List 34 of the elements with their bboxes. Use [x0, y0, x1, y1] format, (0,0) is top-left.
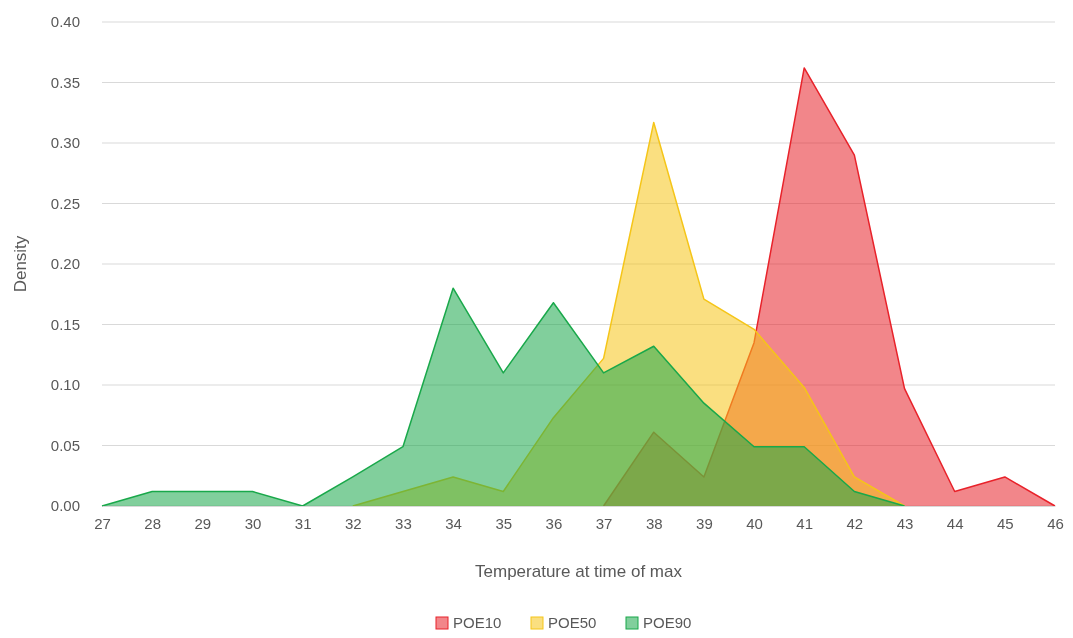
y-tick-label: 0.05 [50, 436, 80, 454]
x-tick-label: 35 [495, 514, 513, 532]
x-tick-label: 43 [896, 514, 914, 532]
y-tick-label: 0.20 [50, 255, 80, 273]
x-tick-label: 31 [294, 514, 312, 532]
y-axis-title: Density [11, 235, 30, 293]
x-tick-label: 39 [696, 514, 713, 532]
y-tick-label: 0.15 [50, 315, 80, 333]
y-tick-label: 0.35 [50, 73, 80, 91]
x-tick-label: 34 [445, 514, 462, 532]
y-tick-label: 0.25 [50, 194, 80, 212]
x-tick-label: 29 [194, 514, 212, 532]
x-tick-label: 42 [846, 514, 864, 532]
x-tick-label: 33 [395, 514, 412, 532]
y-tick-label: 0.40 [50, 13, 80, 31]
x-tick-label: 46 [1047, 514, 1064, 532]
x-tick-label: 38 [645, 514, 663, 532]
x-tick-label: 27 [94, 514, 111, 532]
y-tick-label: 0.00 [50, 497, 80, 515]
x-tick-label: 44 [946, 514, 964, 532]
x-tick-label: 36 [545, 514, 563, 532]
x-axis-title: Temperature at time of max [475, 562, 683, 581]
x-tick-label: 45 [997, 514, 1014, 532]
legend-label: POE90 [643, 614, 692, 631]
legend-label: POE50 [548, 614, 597, 631]
x-tick-label: 30 [244, 514, 262, 532]
y-tick-label: 0.10 [50, 376, 80, 394]
x-tick-label: 28 [144, 514, 161, 532]
x-tick-label: 37 [595, 514, 613, 532]
x-tick-label: 40 [746, 514, 763, 532]
y-tick-label: 0.30 [50, 134, 80, 152]
x-tick-label: 32 [344, 514, 362, 532]
legend-label: POE10 [453, 614, 502, 631]
x-tick-label: 41 [796, 514, 814, 532]
